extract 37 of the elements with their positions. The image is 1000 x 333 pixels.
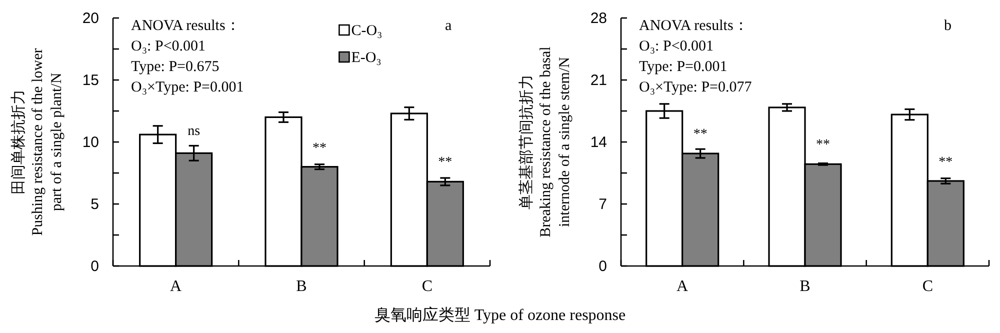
x-tick-label: C [422, 278, 433, 295]
y-tick-label: 0 [90, 258, 99, 275]
annotation: ** [693, 126, 708, 142]
x-axis-title: 臭氧响应类型 Type of ozone response [374, 306, 626, 324]
x-tick-label: C [922, 278, 934, 295]
x-tick-label: B [800, 278, 810, 295]
y-tick-label: 7 [598, 196, 607, 213]
annotation: O₃×Type: P=0.001 [131, 80, 244, 96]
annotation: b [944, 18, 952, 34]
legend-label: C-O₃ [351, 23, 382, 39]
x-tick-label: B [296, 278, 307, 295]
y-tick-label: 20 [82, 10, 99, 27]
x-tick-label: A [676, 278, 689, 295]
annotation: ** [816, 137, 830, 152]
y-tick-label: 28 [590, 10, 607, 27]
y-tick-label: 0 [598, 258, 607, 275]
annotation: ANOVA results： [131, 18, 240, 34]
annotation: ANOVA results： [639, 18, 748, 34]
annotation: ** [438, 154, 452, 170]
legend-label: E-O₃ [351, 50, 382, 66]
y-axis-title: 田间单株抗折力 Pushing resistance of the lower part of a single plant/N [10, 48, 65, 236]
y-axis-title: 单茎基部节间抗折力 Breaking resistance of the basal internode of a single stem/N [518, 46, 573, 238]
annotation: Type: P=0.001 [639, 59, 728, 75]
annotation: ** [938, 155, 953, 170]
annotation: O₃×Type: P=0.077 [639, 80, 752, 96]
y-tick-label: 21 [590, 72, 607, 89]
y-tick-label: 10 [82, 134, 99, 151]
annotation: Type: P=0.675 [131, 59, 220, 75]
annotation: O₃: P<0.001 [131, 38, 206, 54]
annotation: ** [312, 141, 326, 156]
y-tick-label: 15 [82, 72, 99, 89]
annotation: ns [188, 124, 200, 139]
annotation: O₃: P<0.001 [639, 38, 714, 54]
y-tick-label: 5 [90, 196, 99, 213]
annotation: a [445, 18, 452, 34]
y-tick-label: 14 [590, 134, 607, 151]
x-tick-label: A [170, 278, 182, 295]
